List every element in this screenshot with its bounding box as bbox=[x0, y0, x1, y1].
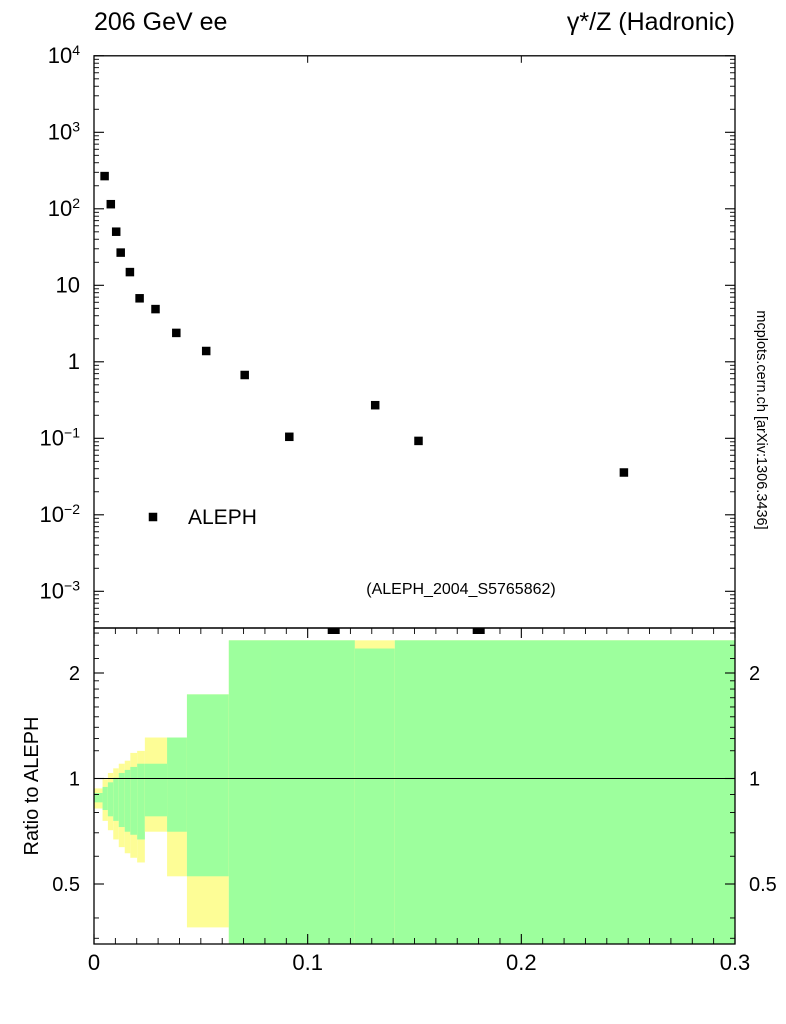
svg-text:10: 10 bbox=[56, 272, 80, 297]
svg-text:2: 2 bbox=[69, 663, 80, 685]
svg-text:0.2: 0.2 bbox=[506, 950, 537, 975]
svg-text:0: 0 bbox=[88, 950, 100, 975]
svg-text:0.3: 0.3 bbox=[720, 950, 751, 975]
svg-text:ALEPH: ALEPH bbox=[188, 506, 257, 529]
svg-text:1: 1 bbox=[68, 349, 80, 374]
svg-text:0.5: 0.5 bbox=[749, 874, 777, 896]
svg-text:206 GeV ee: 206 GeV ee bbox=[94, 8, 227, 36]
svg-text:γ*/Z (Hadronic): γ*/Z (Hadronic) bbox=[567, 8, 735, 36]
svg-text:2: 2 bbox=[749, 663, 760, 685]
svg-text:0.1: 0.1 bbox=[292, 950, 323, 975]
svg-text:1: 1 bbox=[749, 769, 760, 791]
svg-text:0.5: 0.5 bbox=[52, 874, 80, 896]
svg-text:1: 1 bbox=[69, 769, 80, 791]
svg-text:mcplots.cern.ch [arXiv:1306.34: mcplots.cern.ch [arXiv:1306.3436] bbox=[753, 310, 769, 529]
svg-text:Ratio to ALEPH: Ratio to ALEPH bbox=[21, 717, 43, 856]
svg-text:(ALEPH_2004_S5765862): (ALEPH_2004_S5765862) bbox=[366, 581, 555, 598]
